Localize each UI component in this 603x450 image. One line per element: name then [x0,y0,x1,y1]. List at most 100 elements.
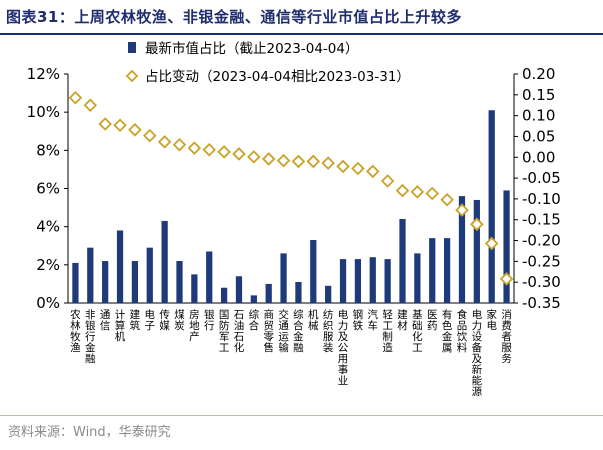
scatter-point [455,203,469,217]
bar [265,283,272,303]
scatter-point [365,164,380,179]
category-label: 综合金融 [293,308,304,354]
left-tick-label: 6% [36,180,60,198]
scatter-point [83,98,98,113]
right-tick-label: -0.10 [522,190,561,208]
legend-bar-swatch [128,42,136,53]
scatter-point [291,154,306,169]
right-tick-label: 0.20 [522,65,555,83]
category-label: 机械 [308,308,319,332]
bar [191,274,198,303]
category-label: 基础化工 [412,308,423,354]
scatter-point [276,153,291,168]
right-tick-label: 0.10 [522,107,555,125]
bar [280,253,287,303]
left-tick-label: 10% [27,103,60,121]
category-label: 有色金属 [442,308,453,354]
scatter-point [98,117,112,131]
scatter-point [128,123,142,137]
scatter-point [232,147,246,161]
category-label: 家电 [486,308,497,332]
category-label: 交通运输 [278,308,289,354]
category-label: 轻工制造 [382,308,393,354]
bar [443,238,451,303]
bar [339,259,347,303]
scatter-point [157,135,172,149]
category-label: 煤炭 [174,308,185,332]
right-tick-label: 0.15 [522,86,555,104]
right-tick-label: -0.25 [522,252,561,270]
bar [161,220,168,303]
bar [176,261,183,303]
bar [325,285,332,303]
scatter-point [395,183,410,198]
bar [72,262,79,303]
scatter-point [440,192,454,207]
bar [235,276,243,303]
bar [295,282,302,303]
bar [116,230,124,303]
scatter-point [247,150,261,164]
left-tick-label: 12% [27,65,60,83]
category-label: 综合 [249,308,260,332]
scatter-point [202,143,217,157]
scatter-point [499,272,514,286]
bar [87,247,94,303]
scatter-point [68,90,83,105]
left-tick-label: 0% [36,294,60,312]
scatter-point [351,161,365,176]
bar [220,287,228,303]
bar [354,259,362,303]
category-label: 电子 [145,308,156,332]
category-label: 电力及公用事业 [338,308,349,387]
category-label: 建筑 [130,308,141,332]
scatter-point [410,185,425,199]
category-label: 食品饮料 [457,308,468,354]
bar [102,261,109,303]
legend-bar-label: 最新市值占比（截止2023-04-04） [145,40,358,57]
footer-rule [0,415,603,416]
chart-title: 图表31：上周农林牧渔、非银金融、通信等行业市值占比上升较多 [6,8,462,26]
category-label: 消费者服务 [501,308,512,365]
category-label: 通信 [100,309,111,332]
category-label: 石油石化 [234,309,245,354]
legend-diamond-label: 占比变动（2023-04-04相比2023-03-31） [145,69,410,85]
bar [399,219,406,303]
scatter-point [425,186,440,201]
category-label: 商贸零售 [263,308,274,354]
bar [369,257,376,303]
right-tick-label: -0.35 [522,294,561,312]
bar [473,199,480,303]
chart-canvas: 0% 2% 4% 6% 8% 10% 12% 0.20 0.15 0.10 0.05 0.00 -0.0… [27,40,561,398]
right-tick-label: -0.30 [522,273,561,291]
bar [458,196,466,303]
category-label: 计算机 [115,308,126,343]
category-label: 医药 [427,309,438,332]
scatter-point [380,174,395,188]
bar [206,251,213,303]
bar [310,240,317,303]
scatter-point [484,236,499,251]
scatter-point [172,138,187,152]
title-rule [0,33,603,35]
bar [146,247,153,303]
right-tick-label: 0.00 [522,148,555,166]
bar [429,238,436,303]
left-tick-label: 4% [36,218,60,236]
scatter-point [217,145,231,159]
scatter-point [321,156,335,170]
category-label: 纺织服装 [323,308,334,354]
scatter-point [187,141,202,155]
category-label: 汽车 [368,308,379,332]
category-label: 非银行金融 [85,309,96,365]
category-label: 钢铁 [353,308,364,332]
bar [488,110,495,303]
category-label: 电力设备及新能源 [472,308,483,398]
category-label: 传媒 [159,309,170,332]
left-tick-label: 8% [36,141,60,159]
right-tick-label: -0.20 [522,232,561,250]
category-label: 建材 [397,308,408,332]
scatter-point [142,128,157,143]
bar [384,259,391,303]
bar [414,253,421,303]
